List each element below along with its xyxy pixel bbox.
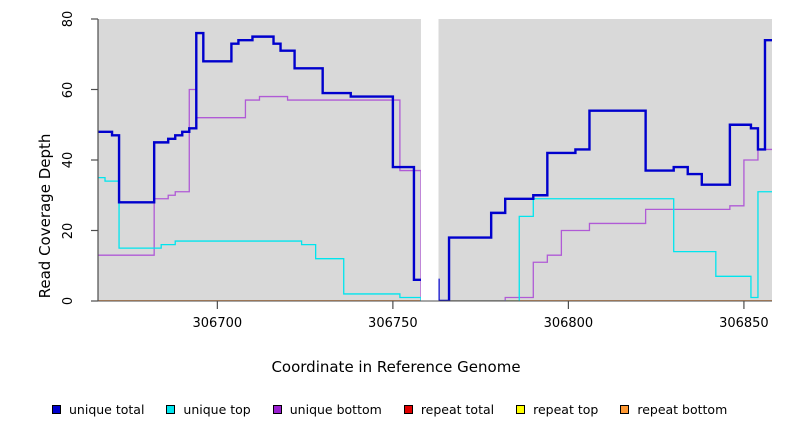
x-tick-label: 306850 — [719, 316, 769, 331]
legend-label: repeat total — [420, 401, 495, 417]
x-tick-label: 306700 — [192, 316, 243, 331]
legend-item-unique-top: unique top — [166, 401, 251, 417]
legend-swatch-icon — [272, 404, 282, 414]
series-unique-top — [98, 176, 772, 301]
series-unique-bottom — [98, 88, 772, 301]
legend-swatch-icon — [516, 404, 526, 414]
legend-label: unique bottom — [289, 401, 382, 417]
legend-label: repeat bottom — [637, 401, 728, 417]
x-tick-label: 306800 — [543, 316, 594, 331]
series-unique-total — [98, 31, 772, 301]
y-tick-label: 60 — [61, 81, 76, 98]
chart-legend: unique total unique top unique bottom repea… — [0, 398, 792, 420]
y-tick-label: 0 — [61, 296, 76, 306]
legend-item-repeat-top: repeat top — [516, 402, 598, 417]
legend-item-repeat-bottom: repeat bottom — [620, 402, 727, 417]
legend-swatch-icon — [52, 404, 61, 414]
legend-swatch-icon — [620, 404, 630, 414]
y-tick-label: 40 — [61, 151, 76, 169]
legend-item-unique-bottom: unique bottom — [272, 401, 382, 417]
y-tick-label: 20 — [61, 222, 76, 239]
legend-swatch-icon — [403, 404, 413, 414]
plot-area — [91, 18, 772, 309]
contig-gap — [420, 18, 439, 301]
legend-label: unique total — [69, 401, 145, 417]
legend-item-repeat-total: repeat total — [403, 401, 495, 417]
legend-label: repeat top — [533, 401, 599, 417]
legend-label: unique top — [183, 401, 251, 417]
x-axis-title: Coordinate in Reference Genome — [271, 358, 521, 376]
x-tick-label: 306750 — [368, 316, 418, 331]
legend-item-unique-total: unique total — [52, 402, 144, 417]
legend-swatch-icon — [166, 404, 176, 414]
y-tick-label: 80 — [61, 10, 76, 28]
